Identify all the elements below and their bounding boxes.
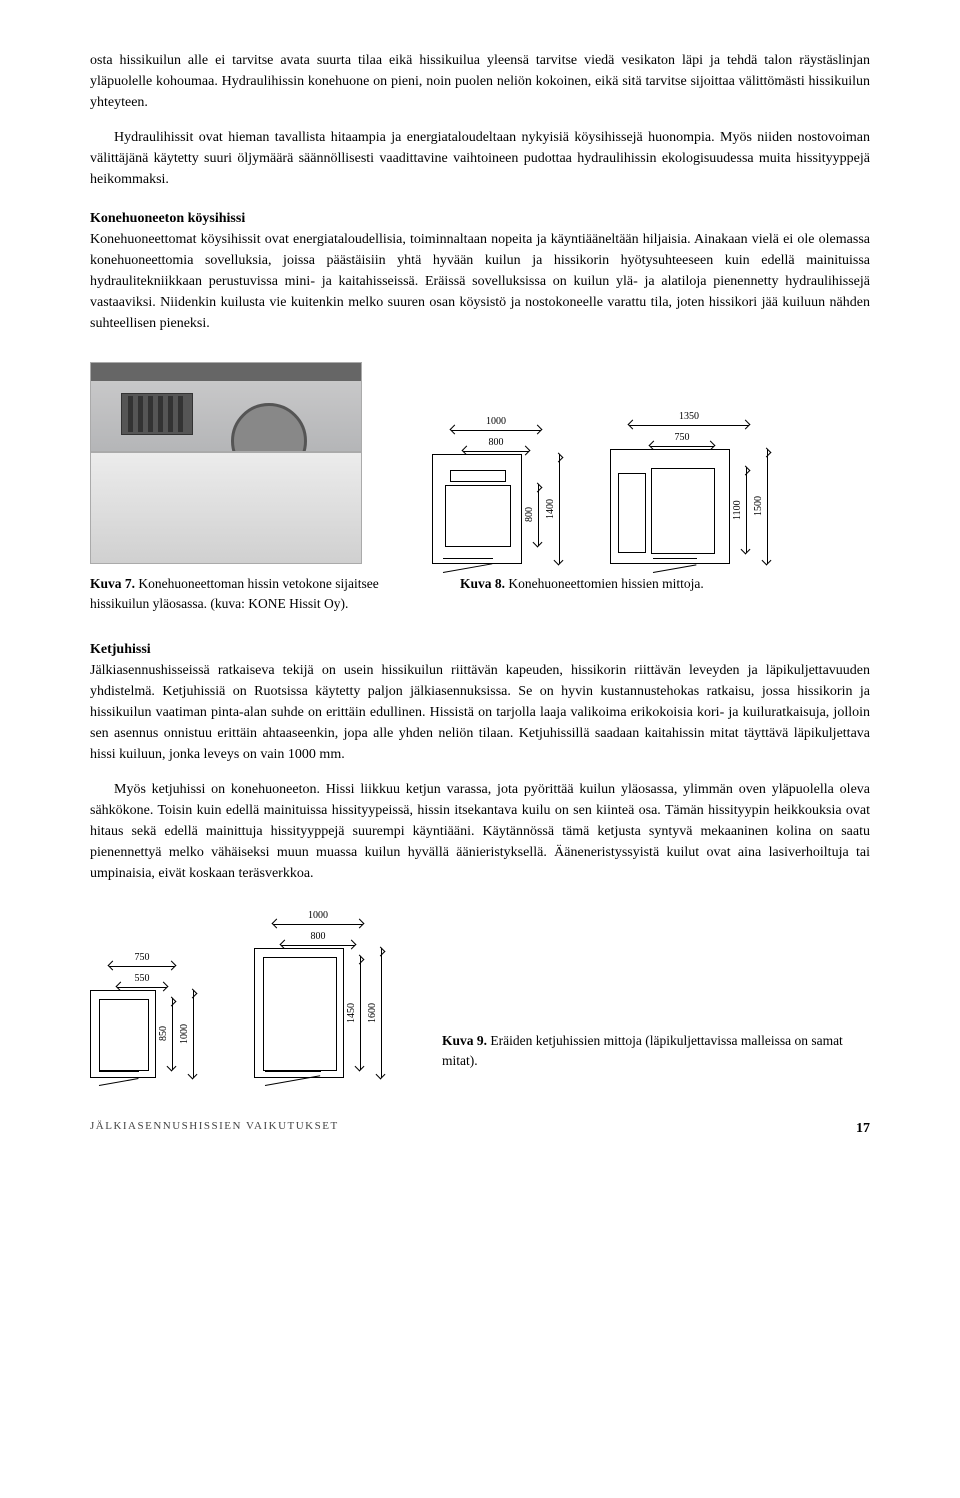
caption-fig9: Kuva 9. Eräiden ketjuhissien mittoja (lä…: [442, 1031, 870, 1072]
caption-fig7: Kuva 7. Konehuoneettoman hissin vetokone…: [90, 574, 390, 615]
body-paragraph-3: Jälkiasennushisseissä ratkaiseva tekijä …: [90, 660, 870, 765]
dim-label: 750: [650, 430, 714, 447]
dim-label: 550: [117, 971, 167, 988]
dim-label: 750: [109, 950, 175, 967]
dim-label: 1100: [730, 467, 747, 553]
dim-label: 1000: [177, 990, 194, 1078]
caption-fig8: Kuva 8. Konehuoneettomien hissien mittoj…: [460, 574, 720, 615]
dim-label: 1500: [751, 449, 768, 564]
dim-label: 1000: [451, 414, 541, 431]
figure-8: 1000 800 800 1400: [432, 409, 768, 564]
body-paragraph-2: Konehuoneettomat köysihissit ovat energi…: [90, 229, 870, 334]
dim-label: 1000: [273, 908, 363, 925]
section-title-ketjuhissi: Ketjuhissi: [90, 639, 870, 660]
captions-row-7-8: Kuva 7. Konehuoneettoman hissin vetokone…: [90, 574, 870, 615]
page-footer: JÄLKIASENNUSHISSIEN VAIKUTUKSET 17: [90, 1118, 870, 1139]
dim-label: 1450: [344, 956, 361, 1070]
section-title-konehuoneeton: Konehuoneeton köysihissi: [90, 208, 870, 229]
figure-8-plan-a: 1000 800 800 1400: [432, 414, 560, 564]
dim-label: 1400: [543, 454, 560, 564]
dim-label: 800: [463, 435, 529, 452]
dim-label: 850: [156, 998, 173, 1070]
figure-8-plan-b: 1350 750 1100 1500: [610, 409, 768, 564]
figure-9-plan-a: 750 550 850 1000: [90, 950, 194, 1078]
figure-9-plan-b: 1000 800 1450 1600: [254, 908, 382, 1078]
figure-9-row: 750 550 850 1000 1000 800: [90, 908, 870, 1078]
figure-7-render: [90, 362, 362, 564]
body-paragraph-1b: Hydraulihissit ovat hieman tavallista hi…: [90, 127, 870, 190]
body-paragraph-3b: Myös ketjuhissi on konehuoneeton. Hissi …: [90, 779, 870, 884]
footer-title: JÄLKIASENNUSHISSIEN VAIKUTUKSET: [90, 1118, 339, 1139]
dim-label: 1350: [629, 409, 749, 426]
figures-row-7-8: 1000 800 800 1400: [90, 362, 870, 564]
dim-label: 800: [281, 929, 355, 946]
dim-label: 1600: [365, 948, 382, 1078]
dim-label: 800: [522, 484, 539, 546]
page-number: 17: [856, 1118, 870, 1139]
figure-7: [90, 362, 362, 564]
body-paragraph-1: osta hissikuilun alle ei tarvitse avata …: [90, 50, 870, 113]
